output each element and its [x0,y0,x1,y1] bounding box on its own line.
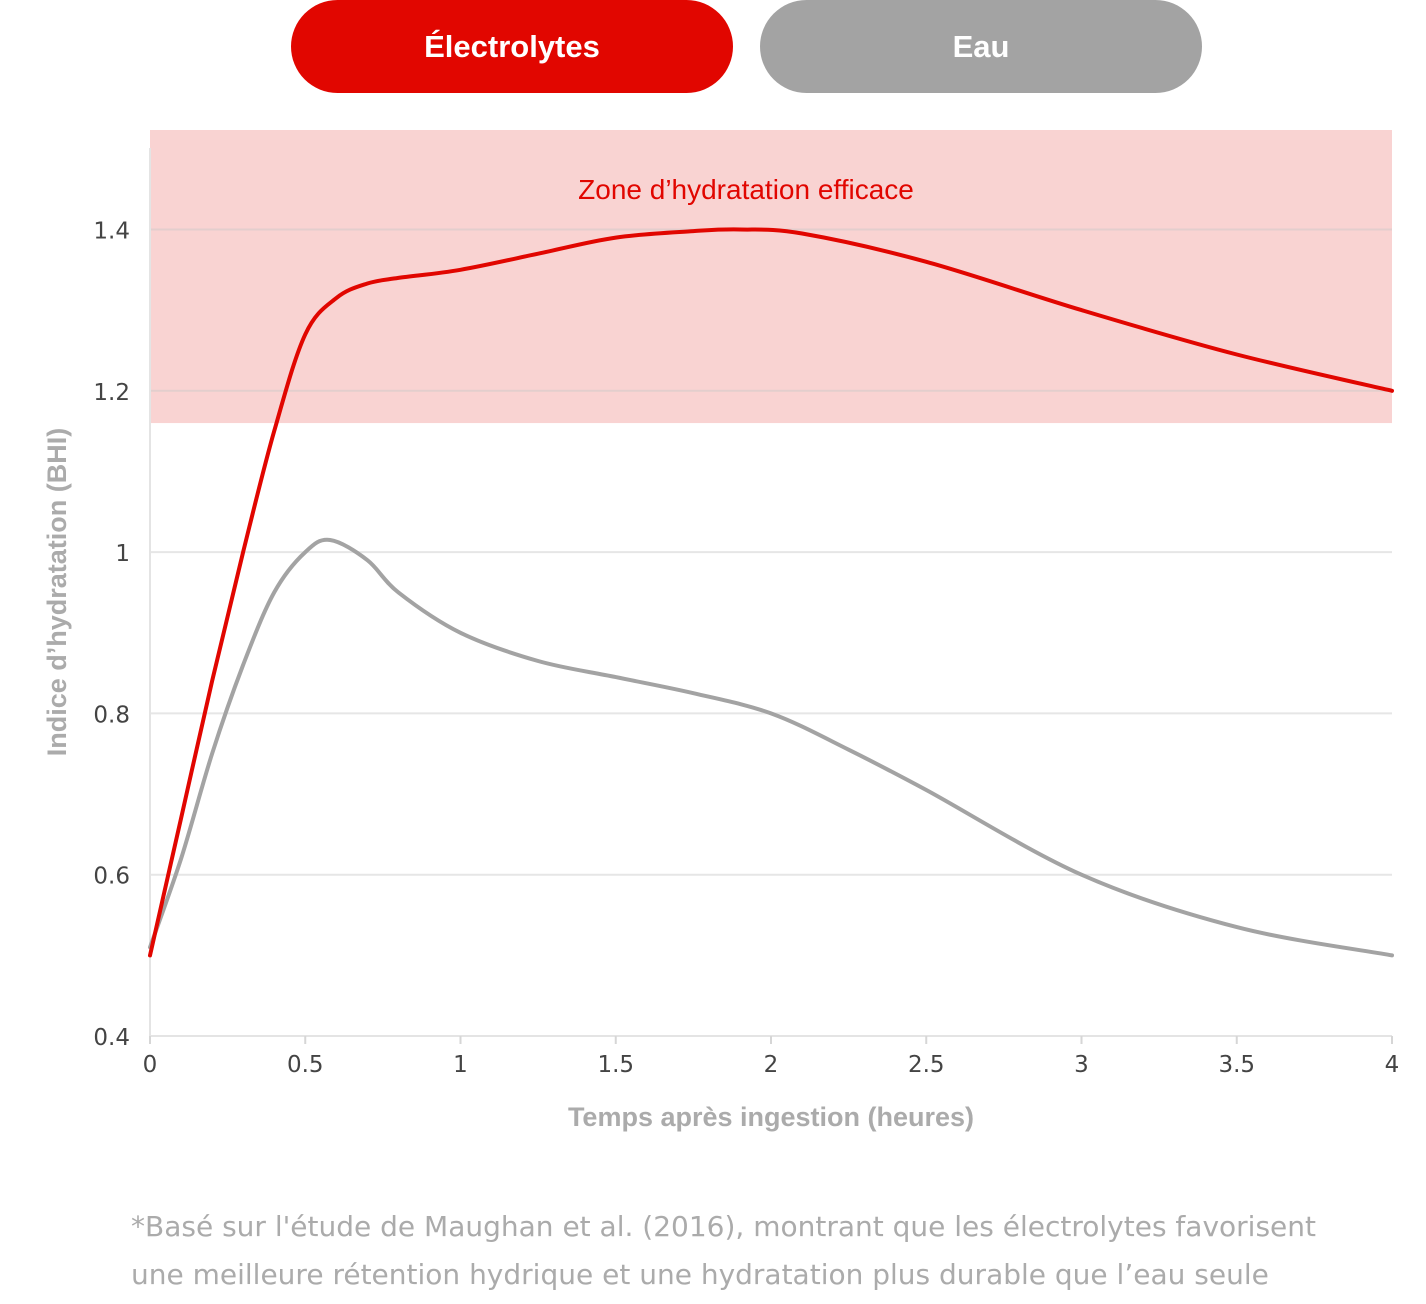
series-line-electrolytes [148,227,1394,958]
zone-label: Zone d’hydratation efficace [578,174,914,205]
y-tick-label: 0.8 [93,702,130,728]
footnote-line-1: *Basé sur l'étude de Maughan et al. (201… [131,1210,1316,1243]
effective-hydration-zone [150,130,1392,424]
y-tick-label: 1.2 [93,380,130,406]
x-tick-label: 1 [453,1052,468,1078]
y-tick-label: 1 [115,541,130,567]
x-tick-label: 0.5 [287,1052,324,1078]
electrolytes-toggle-button[interactable]: Électrolytes [291,0,733,93]
source-footnote: *Basé sur l'étude de Maughan et al. (201… [131,1203,1391,1299]
x-tick-label: 2 [764,1052,779,1078]
y-axis-label: Indice d’hydratation (BHI) [42,428,72,757]
x-tick-label: 0 [143,1052,158,1078]
y-tick-label: 1.4 [93,219,130,245]
y-tick-label: 0.6 [93,864,130,890]
x-axis-ticks: 0 0.5 1 1.5 2 2.5 3 3.5 4 [143,1036,1400,1078]
water-toggle-button[interactable]: Eau [760,0,1202,93]
x-tick-label: 4 [1385,1052,1400,1078]
series-lines [148,227,1394,958]
x-tick-label: 1.5 [597,1052,634,1078]
x-tick-label: 3.5 [1218,1052,1255,1078]
series-line-water [148,537,1394,958]
hydration-line-chart: Zone d’hydratation efficace 0.4 0.6 0.8 1 1.… [42,130,1400,1132]
x-axis-label: Temps après ingestion (heures) [568,1102,974,1132]
footnote-line-2: une meilleure rétention hydrique et une … [131,1258,1269,1291]
y-tick-label: 0.4 [93,1025,130,1051]
x-tick-label: 2.5 [908,1052,945,1078]
x-tick-label: 3 [1074,1052,1089,1078]
y-axis-ticks: 0.4 0.6 0.8 1 1.2 1.4 [93,219,130,1052]
